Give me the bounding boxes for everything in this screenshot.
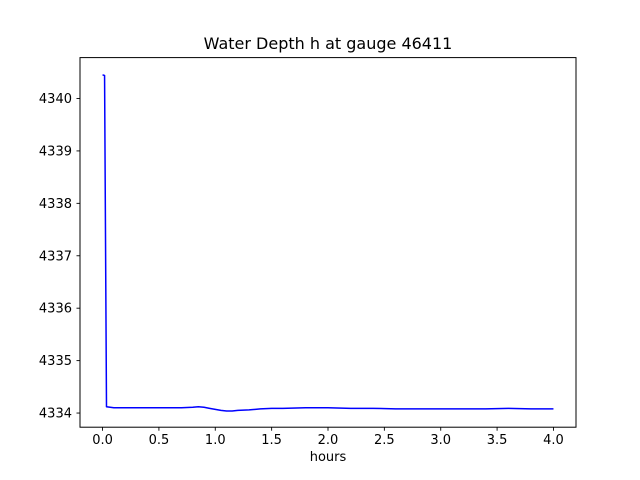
y-tick-label: 4334: [39, 407, 72, 422]
chart-title: Water Depth h at gauge 46411: [203, 34, 453, 53]
x-tick-label: 1.5: [261, 433, 282, 448]
x-tick-label: 3.0: [430, 433, 451, 448]
x-tick-label: 1.0: [205, 433, 226, 448]
x-tick-label: 4.0: [543, 433, 564, 448]
y-tick-label: 4335: [39, 354, 72, 369]
x-tick-label: 0.0: [92, 433, 113, 448]
x-tick-label: 3.5: [487, 433, 508, 448]
x-tick-label: 2.5: [374, 433, 395, 448]
axes-frame: [79, 57, 577, 428]
x-tick-label: 2.0: [318, 433, 339, 448]
y-tick-label: 4340: [39, 92, 72, 107]
y-tick-label: 4336: [39, 302, 72, 317]
y-tick-label: 4338: [39, 197, 72, 212]
x-tick-label: 0.5: [149, 433, 170, 448]
series-line-h: [102, 74, 554, 412]
x-axis-label: hours: [309, 450, 347, 465]
y-tick-label: 4337: [39, 249, 72, 264]
y-tick-label: 4339: [39, 144, 72, 159]
